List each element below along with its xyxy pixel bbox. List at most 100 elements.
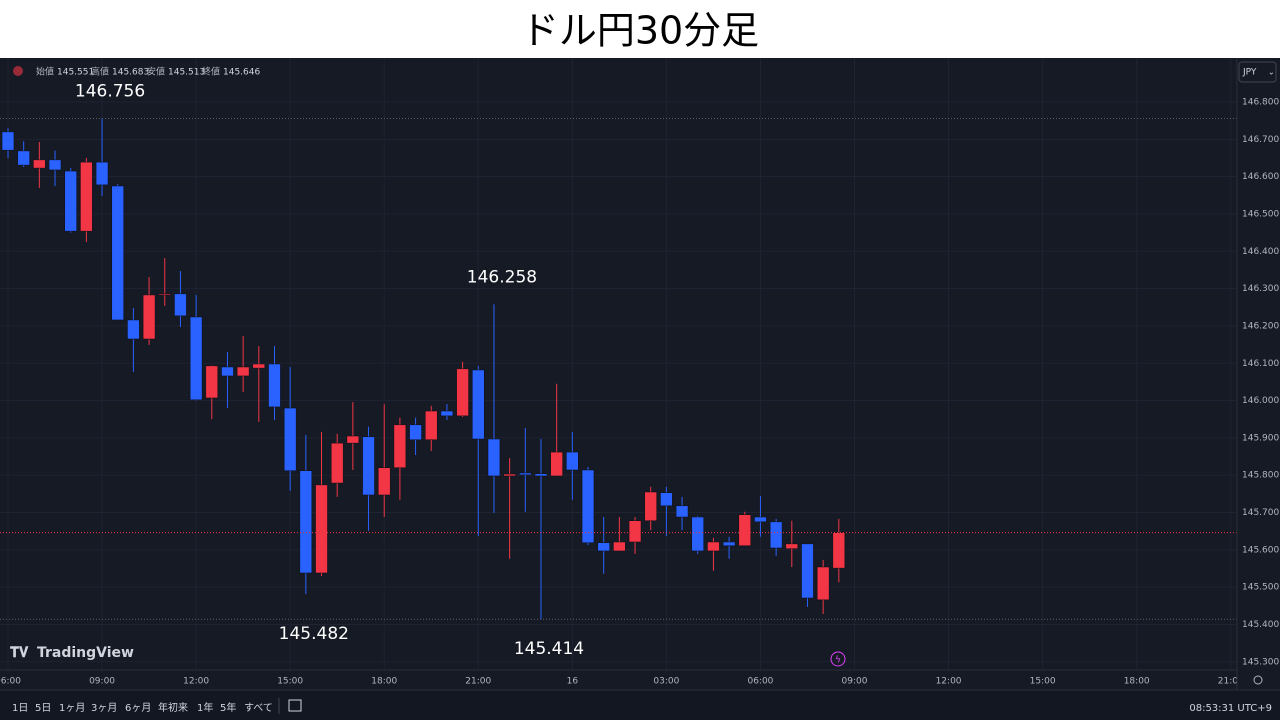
legend-label: 終値 <box>202 66 220 78</box>
candle-body[interactable] <box>440 410 454 417</box>
range-button[interactable]: 3ヶ月 <box>91 702 117 714</box>
candle-body[interactable] <box>566 451 579 471</box>
candle-body[interactable] <box>205 365 218 399</box>
date-range-icon[interactable] <box>288 699 302 712</box>
extreme-label: 146.258 <box>467 267 537 287</box>
candle-body[interactable] <box>17 150 30 166</box>
title: ドル円30分足 <box>521 9 759 53</box>
candle-body[interactable] <box>503 473 516 477</box>
legend-label: 高値 <box>91 66 109 78</box>
candle-body[interactable] <box>597 542 610 552</box>
candle-body[interactable] <box>378 467 391 496</box>
candle-body[interactable] <box>64 170 77 232</box>
candle-body[interactable] <box>111 185 124 321</box>
candle-body[interactable] <box>644 491 657 521</box>
range-button[interactable]: 年初来 <box>158 701 188 714</box>
settings-icon[interactable] <box>1253 675 1263 685</box>
legend-value: 145.513 <box>168 68 205 78</box>
range-button[interactable]: 1日 <box>12 703 28 714</box>
candle-body[interactable] <box>80 161 93 232</box>
y-tick-label: 145.800 <box>1242 471 1279 481</box>
x-tick-label: 06:00 <box>747 677 773 687</box>
candle-body[interactable] <box>534 473 548 477</box>
x-tick-label: 12:00 <box>936 677 962 687</box>
y-tick-label: 145.700 <box>1242 508 1279 518</box>
candle-body[interactable] <box>158 293 171 296</box>
candle-body[interactable] <box>252 363 266 369</box>
candle-body[interactable] <box>425 410 438 441</box>
candle-body[interactable] <box>832 532 846 569</box>
candle-body[interactable] <box>472 369 485 440</box>
candle-body[interactable] <box>127 319 140 340</box>
candle-body[interactable] <box>409 424 422 441</box>
logo-text: TradingView <box>37 645 134 661</box>
candle-body[interactable] <box>581 469 595 543</box>
range-button[interactable]: 5日 <box>35 703 51 714</box>
candle-body[interactable] <box>785 543 799 549</box>
candle-body[interactable] <box>299 470 313 574</box>
candle-body[interactable] <box>613 541 626 552</box>
legend-value: 145.646 <box>223 68 260 78</box>
legend-value: 145.683 <box>112 68 149 78</box>
candle-body[interactable] <box>519 472 532 476</box>
candle-body[interactable] <box>801 543 814 599</box>
candle-body[interactable] <box>660 492 673 507</box>
candle-body[interactable] <box>95 161 109 186</box>
candle-body[interactable] <box>628 520 642 543</box>
candle-body[interactable] <box>142 294 156 340</box>
extreme-label: 145.414 <box>514 639 584 659</box>
candle-body[interactable] <box>769 521 783 549</box>
alert-bolt[interactable]: ϟ <box>835 656 841 666</box>
candle-body[interactable] <box>456 368 469 417</box>
range-button[interactable]: 1ヶ月 <box>59 702 85 714</box>
candle-body[interactable] <box>487 438 501 477</box>
y-tick-label: 145.400 <box>1242 620 1279 630</box>
range-button[interactable]: 1年 <box>197 701 213 714</box>
candle-body[interactable] <box>221 366 234 377</box>
currency-select[interactable] <box>1238 61 1277 83</box>
candle-body[interactable] <box>48 159 62 171</box>
range-button[interactable]: 5年 <box>220 701 236 714</box>
candle-body[interactable] <box>268 363 281 408</box>
candle-body[interactable] <box>722 541 736 546</box>
candle-body[interactable] <box>283 407 297 471</box>
alert-icon[interactable] <box>830 651 846 667</box>
y-tick-label: 145.900 <box>1242 433 1279 443</box>
candle-body[interactable] <box>707 541 720 552</box>
candle-body[interactable] <box>816 566 830 601</box>
y-tick-label: 145.500 <box>1242 583 1279 593</box>
candle-body[interactable] <box>754 516 767 523</box>
candle-body[interactable] <box>236 366 250 377</box>
candle-body[interactable] <box>738 514 751 546</box>
y-tick-label: 146.700 <box>1242 135 1279 145</box>
range-button[interactable]: 6ヶ月 <box>125 702 151 714</box>
candle-body[interactable] <box>691 516 704 552</box>
y-tick-label: 146.800 <box>1242 98 1279 108</box>
symbol-icon[interactable] <box>13 66 23 76</box>
x-tick-label: 06:00 <box>0 677 21 687</box>
candle-body[interactable] <box>330 442 344 484</box>
title-band <box>0 0 1280 58</box>
x-tick-label: 18:00 <box>1124 677 1150 687</box>
clock: 08:53:31 UTC+9 <box>1189 703 1272 714</box>
currency-label[interactable]: JPY <box>1242 68 1257 78</box>
dropdown-arrow[interactable]: ⌄ <box>1268 68 1275 77</box>
extreme-label: 145.482 <box>279 624 349 644</box>
candle-body[interactable] <box>174 293 187 317</box>
candle-body[interactable] <box>33 159 46 169</box>
candle-body[interactable] <box>1 131 15 151</box>
x-tick-label: 09:00 <box>842 677 868 687</box>
y-tick-label: 146.600 <box>1242 172 1279 182</box>
candle-body[interactable] <box>346 435 360 444</box>
candle-body[interactable] <box>393 424 407 468</box>
y-tick-label: 146.300 <box>1242 284 1279 294</box>
candle-body[interactable] <box>362 436 375 496</box>
candle-body[interactable] <box>675 505 689 518</box>
y-tick-label: 146.200 <box>1242 321 1279 331</box>
range-button[interactable]: すべて <box>244 702 273 714</box>
legend-value: 145.551 <box>57 68 94 78</box>
candle-body[interactable] <box>315 484 328 574</box>
candle-body[interactable] <box>550 451 563 477</box>
candle-body[interactable] <box>189 316 203 401</box>
